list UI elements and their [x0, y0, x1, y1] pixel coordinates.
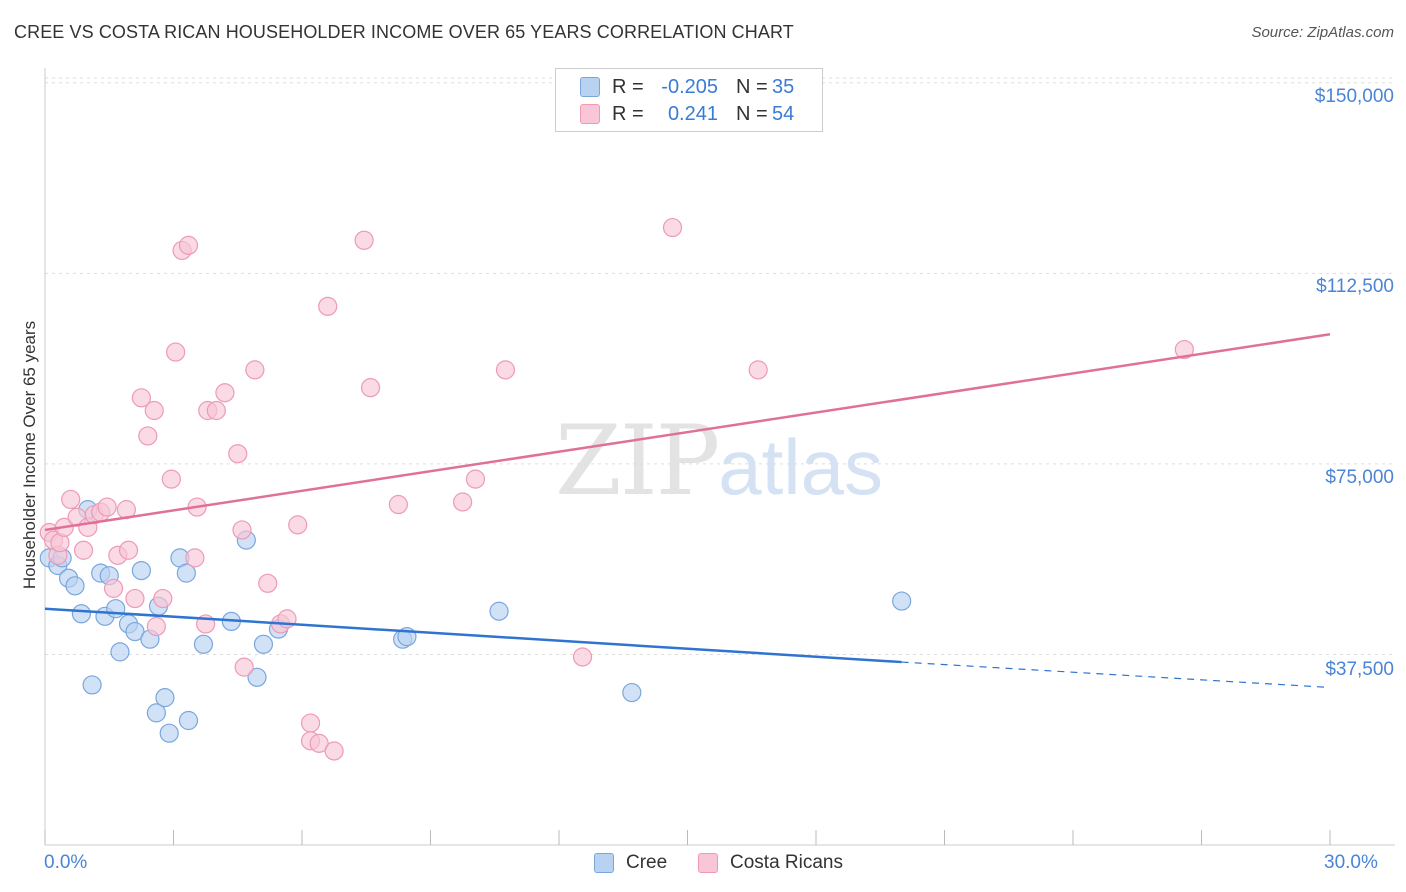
cree-point: [622, 682, 642, 703]
costa-ricans-point: [97, 497, 117, 517]
n-value: 35: [772, 75, 795, 98]
legend-item-cree[interactable]: Cree: [594, 852, 667, 874]
cree-point: [110, 642, 130, 662]
cree-trend-line: [44, 607, 902, 664]
cree-point: [176, 563, 196, 583]
stats-legend: R = -0.205 N = 35 R = 0.241 N = 54: [555, 68, 823, 132]
costa-ricans-point: [215, 383, 235, 403]
costa-ricans-swatch: [580, 104, 600, 124]
cree-point: [159, 723, 179, 743]
watermark-zip: ZIP: [555, 405, 720, 517]
costa-ricans-point: [388, 494, 408, 515]
costa-ricans-point: [234, 657, 254, 677]
legend-row-cree: R = -0.205 N = 35: [580, 74, 794, 100]
costa-ricans-point: [318, 296, 338, 316]
costa-ricans-point: [166, 342, 186, 362]
cree-point: [146, 703, 166, 723]
costa-ricans-swatch: [698, 853, 718, 873]
costa-ricans-point: [146, 616, 166, 637]
cree-point: [125, 621, 145, 642]
costa-ricans-point: [125, 588, 145, 609]
costa-ricans-point: [138, 426, 158, 446]
legend-label: Cree: [626, 852, 668, 873]
costa-ricans-point: [360, 378, 381, 398]
costa-ricans-point: [131, 388, 151, 408]
n-label: N =: [736, 102, 768, 125]
costa-ricans-point: [662, 217, 683, 238]
costa-ricans-point: [185, 548, 205, 568]
r-label: R =: [612, 102, 644, 125]
watermark-atlas: atlas: [718, 423, 883, 511]
costa-ricans-point: [354, 230, 374, 250]
cree-swatch: [594, 853, 614, 873]
x-tick-label: 0.0%: [44, 852, 88, 873]
costa-ricans-point: [245, 360, 265, 380]
costa-ricans-point: [206, 400, 226, 421]
costa-ricans-point: [288, 515, 308, 535]
cree-point: [489, 601, 509, 621]
cree-point: [131, 560, 151, 581]
costa-ricans-point: [453, 492, 473, 512]
y-tick-label: $112,500: [1316, 276, 1394, 297]
source-label: Source: ZipAtlas.com: [1251, 24, 1394, 41]
cree-point: [247, 667, 267, 687]
cree-point: [155, 688, 175, 708]
costa-ricans-point: [232, 520, 252, 540]
cree-point: [178, 710, 199, 731]
cree-point: [71, 604, 92, 624]
watermark: ZIPatlas: [555, 405, 883, 517]
y-axis-label: Householder Income Over 65 years: [20, 320, 39, 590]
cree-point: [253, 634, 274, 654]
costa-ricans-point: [103, 578, 124, 598]
costa-ricans-point: [258, 573, 278, 593]
costa-ricans-trend-line: [44, 333, 1331, 532]
y-tick-label: $37,500: [1325, 659, 1394, 680]
cree-point: [892, 591, 912, 611]
chart-title: CREE VS COSTA RICAN HOUSEHOLDER INCOME O…: [14, 22, 794, 42]
cree-point: [82, 675, 102, 695]
costa-ricans-point: [309, 733, 329, 753]
legend-row-costa-ricans: R = 0.241 N = 54: [580, 101, 794, 127]
r-label: R =: [612, 75, 644, 98]
costa-ricans-point: [324, 741, 344, 761]
cree-trend-extension: [901, 661, 1331, 689]
y-tick-label: $150,000: [1314, 86, 1394, 107]
costa-ricans-point: [1174, 339, 1194, 360]
x-tick-label: 30.0%: [1324, 852, 1378, 873]
costa-ricans-point: [748, 360, 768, 380]
n-label: N =: [736, 75, 768, 98]
costa-ricans-point: [144, 400, 164, 421]
costa-ricans-point: [153, 588, 173, 609]
cree-swatch: [580, 77, 600, 97]
cree-point: [106, 599, 126, 619]
r-value: -0.205: [661, 75, 718, 98]
legend-item-costa-ricans[interactable]: Costa Ricans: [698, 852, 843, 874]
costa-ricans-point: [161, 469, 181, 489]
costa-ricans-point: [572, 647, 593, 667]
costa-ricans-point: [118, 540, 139, 560]
costa-ricans-point: [465, 469, 486, 489]
r-value: 0.241: [667, 102, 718, 125]
cree-point: [193, 634, 214, 654]
n-value: 54: [772, 102, 795, 125]
legend-label: Costa Ricans: [730, 852, 843, 873]
cree-point: [65, 576, 85, 596]
costa-ricans-point: [300, 713, 321, 733]
costa-ricans-point: [61, 489, 81, 510]
costa-ricans-point: [228, 444, 248, 464]
costa-ricans-point: [495, 360, 516, 380]
y-tick-label: $75,000: [1325, 467, 1394, 488]
costa-ricans-point: [178, 235, 199, 255]
series-legend: Cree Costa Ricans: [0, 852, 1406, 878]
costa-ricans-point: [73, 540, 94, 560]
